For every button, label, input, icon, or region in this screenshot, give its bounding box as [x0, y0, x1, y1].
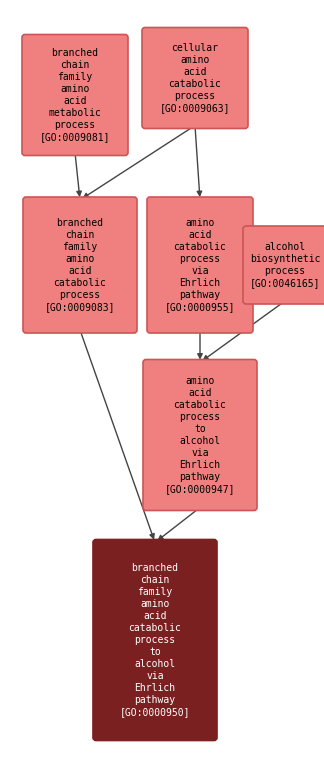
Text: branched
chain
family
amino
acid
catabolic
process
to
alcohol
via
Ehrlich
pathwa: branched chain family amino acid catabol… [120, 563, 190, 717]
FancyBboxPatch shape [142, 27, 248, 129]
FancyBboxPatch shape [23, 197, 137, 333]
Text: amino
acid
catabolic
process
to
alcohol
via
Ehrlich
pathway
[GO:0000947]: amino acid catabolic process to alcohol … [165, 376, 235, 494]
FancyBboxPatch shape [147, 197, 253, 333]
FancyBboxPatch shape [93, 539, 217, 741]
Text: alcohol
biosynthetic
process
[GO:0046165]: alcohol biosynthetic process [GO:0046165… [250, 242, 320, 288]
FancyBboxPatch shape [143, 360, 257, 511]
Text: amino
acid
catabolic
process
via
Ehrlich
pathway
[GO:0000955]: amino acid catabolic process via Ehrlich… [165, 218, 235, 312]
Text: branched
chain
family
amino
acid
metabolic
process
[GO:0009081]: branched chain family amino acid metabol… [40, 48, 110, 142]
Text: cellular
amino
acid
catabolic
process
[GO:0009063]: cellular amino acid catabolic process [G… [160, 43, 230, 113]
FancyBboxPatch shape [243, 226, 324, 304]
FancyBboxPatch shape [22, 34, 128, 155]
Text: branched
chain
family
amino
acid
catabolic
process
[GO:0009083]: branched chain family amino acid catabol… [45, 218, 115, 312]
